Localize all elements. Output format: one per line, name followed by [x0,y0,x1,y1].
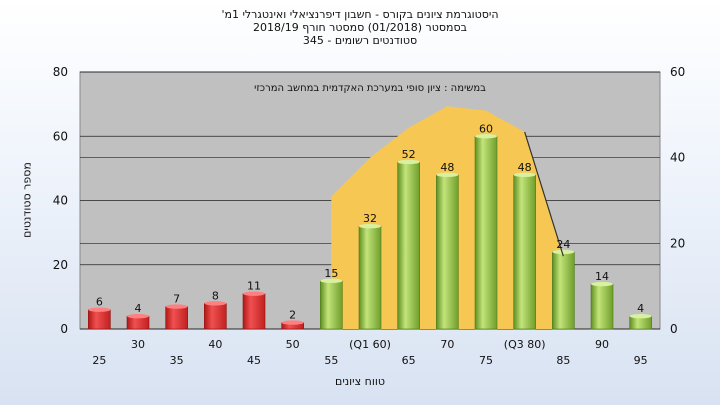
bar-value-label: 48 [440,161,454,174]
x-tick-label: 35 [170,354,184,367]
x-tick-label: 45 [247,354,261,367]
bar-value-label: 8 [212,289,219,302]
bar-cap [591,281,613,287]
bar-cap [281,320,304,325]
x-tick-label: 90 [595,338,609,351]
title-line-1: 'היסטוגרמת ציונים בקורס - חשבון דיפרנציא… [221,8,499,21]
bar-cap [165,304,188,309]
chart-title: 'היסטוגרמת ציונים בקורס - חשבון דיפרנציא… [0,8,720,47]
bar-45 [242,293,266,330]
bar-value-label: 60 [479,122,493,135]
bar-value-label: 24 [556,238,570,251]
bar-value-label: 4 [637,302,644,315]
bar-cap [513,172,536,177]
bar-cap [127,313,149,319]
bar-cap [475,134,497,139]
y-axis-label: מספר סטודנטים [20,162,34,238]
bar-65 [397,161,420,330]
axes: 0 20 40 60 80 0 20 40 60 25 30 35 40 45 50 55 (Q1 60) 65 7… [53,65,686,367]
bar-value-label: 15 [324,267,338,280]
chart-annotation: במשימה : ציון סופי במערכת האקדמית במחשב … [254,83,486,94]
overlay-line [524,131,564,257]
bar-value-label: 48 [518,161,532,174]
bar-value-label: 6 [96,296,103,309]
x-tick-label: 40 [208,338,222,351]
value-labels: 6 4 7 8 11 2 15 32 52 48 60 48 24 14 4 [96,122,644,321]
x-tick-label: (Q1 60) [349,338,391,351]
y-right-tick-label: 0 [670,322,678,336]
bar-cap [629,313,652,319]
x-tick-label: 70 [440,338,454,351]
bar-Q160 [358,225,382,330]
x-tick-label: 25 [92,354,106,367]
bar-70 [436,174,459,330]
x-tick-label: 30 [131,338,145,351]
bar-85 [552,251,575,330]
y-left-tick-label: 80 [53,65,68,79]
bar-cap [436,172,459,177]
bar-cap [204,301,227,306]
bar-40 [204,302,227,330]
x-tick-label: 50 [286,338,300,351]
y-left-tick-label: 40 [53,194,68,208]
y-right-tick-label: 40 [670,151,685,165]
y-right-tick-label: 60 [670,65,685,79]
bar-55 [320,280,343,330]
x-tick-label: 95 [634,354,648,367]
bar-Q380 [513,174,536,330]
title-line-3: סטודנטים רשומים - 345 [302,34,418,47]
bar-value-label: 4 [135,302,142,315]
bar-35 [165,306,188,330]
x-tick-label: 65 [402,354,416,367]
bar-cap [359,224,381,229]
bars [88,134,652,330]
x-tick-label: 85 [556,354,570,367]
bar-value-label: 11 [247,280,261,293]
bar-cap [243,291,265,296]
bar-value-label: 52 [402,148,416,161]
bar-25 [88,309,111,330]
bar-90 [590,283,614,330]
bar-cap [397,159,420,165]
x-tick-label: (Q3 80) [504,338,546,351]
bar-value-label: 14 [595,270,609,283]
bar-value-label: 32 [363,212,377,225]
y-left-tick-label: 60 [53,129,68,143]
bar-cap [552,249,575,255]
x-tick-label: 55 [324,354,338,367]
y-left-tick-label: 20 [53,258,68,272]
y-right-tick-label: 20 [670,236,685,250]
y-left-tick-label: 0 [60,322,68,336]
x-axis-label: טווח ציונים [335,375,385,388]
bar-cap [88,307,111,312]
x-tick-label: 75 [479,354,493,367]
bar-value-label: 2 [289,309,296,322]
bar-value-label: 7 [173,293,180,306]
bar-cap [320,278,343,284]
bar-75 [474,135,498,330]
overlay-line-segment [524,131,564,257]
title-line-2: בסמסטר (01/2018) סמסטר חורף 2018/19 [253,21,467,34]
